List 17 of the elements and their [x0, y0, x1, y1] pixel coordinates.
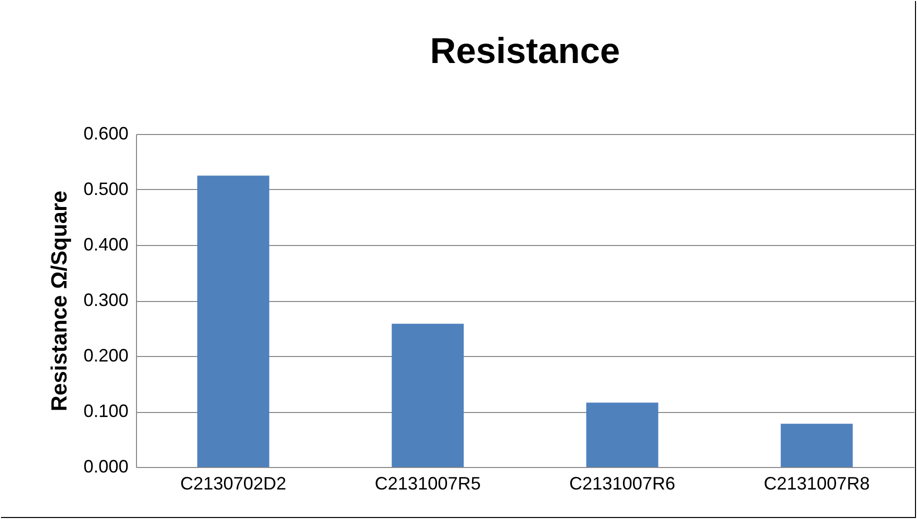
chart-title: Resistance [430, 30, 620, 71]
y-tick-label: 0.600 [83, 124, 128, 144]
x-tick-label: C2131007R6 [569, 474, 676, 494]
x-tick-label: C2131007R8 [764, 474, 870, 494]
bar [197, 176, 270, 467]
bar [780, 424, 853, 467]
y-tick-label: 0.000 [83, 456, 128, 476]
x-tick-label: C2131007R5 [374, 474, 481, 494]
y-tick-label: 0.500 [83, 179, 128, 199]
bar [392, 324, 464, 467]
y-tick-label: 0.100 [83, 401, 128, 421]
y-tick-label: 0.400 [83, 234, 128, 254]
y-tick-label: 0.300 [83, 290, 128, 310]
x-tick-label: C2130702D2 [180, 474, 286, 494]
bar [586, 402, 658, 467]
y-tick-label: 0.200 [83, 346, 128, 366]
y-axis-title: Resistance Ω/Square [46, 190, 72, 412]
